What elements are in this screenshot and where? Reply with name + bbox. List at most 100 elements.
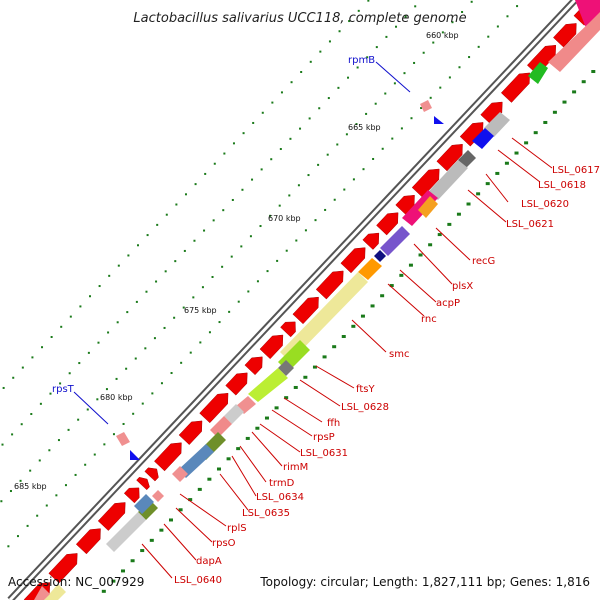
gene-label-ftsY[interactable]: ftsY <box>356 384 375 395</box>
cds-arrow[interactable] <box>123 487 140 504</box>
scale-dot <box>98 285 101 288</box>
genome-backbone <box>7 0 578 600</box>
cds-arrow[interactable] <box>500 72 530 103</box>
scale-dot <box>552 110 557 114</box>
gene-label-rpsP[interactable]: rpsP <box>313 432 335 443</box>
feature-bar-lime-0628 <box>248 368 288 402</box>
scale-dot <box>183 249 186 252</box>
gene-label-rplS[interactable]: rplS <box>227 523 247 534</box>
scale-dot <box>365 112 368 115</box>
cds-arrow[interactable] <box>199 392 229 424</box>
cds-arrow[interactable] <box>75 528 101 555</box>
gene-label-LSL_0634[interactable]: LSL_0634 <box>256 492 304 503</box>
scale-dot <box>189 351 192 354</box>
cds-arrow[interactable] <box>340 247 366 274</box>
scale-dot <box>420 107 423 110</box>
cds-arrow[interactable] <box>480 101 503 125</box>
scale-dot <box>374 102 377 105</box>
gene-label-trmD[interactable]: trmD <box>269 478 295 489</box>
gene-label-rpsT[interactable]: rpsT <box>52 384 75 395</box>
scale-dot <box>116 321 119 324</box>
scale-dot <box>160 382 163 385</box>
scale-dot <box>332 345 337 349</box>
scale-dot <box>173 316 176 319</box>
cds-arrow[interactable] <box>178 420 203 445</box>
gene-label-plsX[interactable]: plsX <box>452 281 473 292</box>
scale-dot <box>159 528 164 532</box>
feature-bar-orange-recG <box>418 196 438 218</box>
scale-dot <box>307 174 310 177</box>
scale-dot <box>429 96 432 99</box>
gene-label-LSL_0620[interactable]: LSL_0620 <box>521 199 569 210</box>
cds-arrow[interactable] <box>376 212 399 236</box>
scale-dot <box>255 426 260 430</box>
gene-label-rpmB[interactable]: rpmB <box>348 55 375 66</box>
gene-label-LSL_0628[interactable]: LSL_0628 <box>341 402 389 413</box>
rpmB-arrow <box>434 116 444 124</box>
scale-dot <box>477 45 480 48</box>
scale-dot <box>428 243 433 247</box>
scale-dot <box>375 46 378 49</box>
scale-dot <box>439 86 442 89</box>
scale-dot <box>59 382 62 385</box>
scale-dot <box>194 183 197 186</box>
scale-dot <box>317 163 320 166</box>
gene-label-LSL_0618[interactable]: LSL_0618 <box>538 180 586 191</box>
cds-arrow[interactable] <box>97 502 126 531</box>
scale-dot <box>470 0 473 3</box>
cds-arrow[interactable] <box>436 143 463 172</box>
cds-arrow[interactable] <box>244 356 263 376</box>
gene-label-LSL_0621[interactable]: LSL_0621 <box>506 219 554 230</box>
scale-dot <box>69 315 72 318</box>
gene-label-LSL_0617[interactable]: LSL_0617 <box>552 165 600 176</box>
scale-dot <box>274 406 279 410</box>
cds-arrow[interactable] <box>411 168 440 198</box>
scale-dot <box>36 514 39 517</box>
scale-dot <box>410 117 413 120</box>
gene-label-rpsO[interactable]: rpsO <box>212 538 236 549</box>
cds-arrow[interactable] <box>553 23 577 48</box>
cds-arrow[interactable] <box>259 334 284 360</box>
cds-arrow[interactable] <box>459 122 484 147</box>
cds-arrow[interactable] <box>292 296 319 325</box>
scale-dot <box>231 198 234 201</box>
feature-bar-purple-plsX <box>380 226 410 256</box>
scale-dot <box>178 508 183 512</box>
gene-label-ffh[interactable]: ffh <box>327 418 340 429</box>
scale-dot <box>456 212 461 216</box>
gene-label-LSL_0631[interactable]: LSL_0631 <box>300 448 348 459</box>
cds-arrow[interactable] <box>48 553 78 584</box>
gene-label-recG[interactable]: recG <box>472 256 495 267</box>
cds-arrow[interactable] <box>144 467 159 482</box>
scale-dot <box>403 72 406 75</box>
scale-dot <box>269 214 272 217</box>
cds-arrow[interactable] <box>225 372 248 396</box>
cds-arrow[interactable] <box>136 476 150 491</box>
cds-arrow[interactable] <box>315 270 344 300</box>
scale-dot <box>232 142 235 145</box>
gene-label-rimM[interactable]: rimM <box>283 462 308 473</box>
scale-dot <box>485 182 490 186</box>
scale-dot <box>279 148 282 151</box>
scale-dot <box>504 161 509 165</box>
scale-dot <box>240 245 243 248</box>
gene-label-LSL_0635[interactable]: LSL_0635 <box>242 508 290 519</box>
feature-bar-steelblue-rpsO <box>134 494 154 514</box>
gene-label-acpP[interactable]: acpP <box>436 298 460 309</box>
gene-label-LSL_0640[interactable]: LSL_0640 <box>174 575 222 586</box>
scale-dot <box>127 254 130 257</box>
scale-dot <box>270 158 273 161</box>
gene-label-dapA[interactable]: dapA <box>196 556 222 567</box>
gene-label-smc[interactable]: smc <box>389 349 409 360</box>
label-leaders <box>141 137 553 579</box>
cds-arrow[interactable] <box>280 321 296 338</box>
scale-dot <box>170 372 173 375</box>
cds-arrow[interactable] <box>154 442 182 472</box>
gene-label-rnc[interactable]: rnc <box>421 314 437 325</box>
scale-dot <box>163 326 166 329</box>
scale-dot <box>414 5 417 8</box>
scale-dot <box>1 443 4 446</box>
cds-arrow[interactable] <box>362 232 380 250</box>
feature-bar-olive-rpsO <box>138 500 158 520</box>
scale-dot <box>309 60 312 63</box>
